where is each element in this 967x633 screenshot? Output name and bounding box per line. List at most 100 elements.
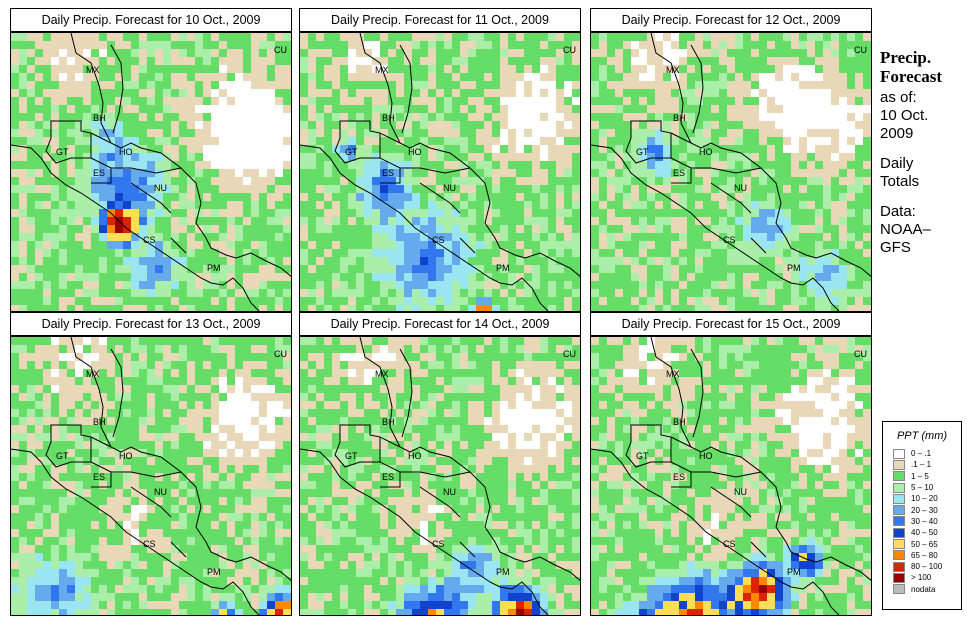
precip-cell [516,137,524,145]
precip-cell [227,137,235,145]
precip-cell [11,177,19,185]
precip-cell [35,401,43,409]
precip-cell [75,353,83,361]
precip-cell [11,89,19,97]
precip-cell [235,57,243,65]
precip-cell [436,225,444,233]
precip-cell [99,465,107,473]
precip-cell [59,577,67,585]
precip-cell [580,57,581,65]
precip-cell [492,33,500,41]
precip-cell [340,177,348,185]
precip-cell [639,65,647,73]
precip-cell [524,169,532,177]
precip-cell [871,145,872,153]
precip-cell [51,73,59,81]
precip-cell [179,465,187,473]
precip-cell [107,129,115,137]
precip-cell [275,57,283,65]
precip-cell [291,377,292,385]
precip-cell [35,425,43,433]
precip-cell [91,137,99,145]
precip-cell [420,249,428,257]
precip-cell [671,273,679,281]
precip-cell [591,49,599,57]
country-label: ES [673,168,685,178]
precip-cell [19,185,27,193]
precip-cell [476,305,484,311]
precip-cell [759,57,767,65]
precip-cell [663,289,671,297]
precip-cell [59,161,67,169]
precip-cell [631,273,639,281]
precip-cell [500,129,508,137]
precip-cell [259,361,267,369]
precip-cell [500,273,508,281]
precip-cell [639,281,647,289]
precip-cell [815,153,823,161]
precip-cell [99,433,107,441]
precip-cell [623,257,631,265]
precip-cell [283,537,291,545]
precip-cell [791,169,799,177]
precip-cell [364,233,372,241]
precip-cell [759,49,767,57]
precip-cell [468,169,476,177]
precip-cell [211,241,219,249]
precip-cell [83,553,91,561]
precip-cell [823,81,831,89]
precip-cell [291,417,292,425]
precip-cell [147,129,155,137]
precip-cell [11,465,19,473]
precip-cell [372,185,380,193]
precip-cell [43,281,51,289]
precip-cell [572,177,580,185]
precip-cell [259,457,267,465]
precip-cell [27,217,35,225]
precip-cell [420,57,428,65]
precip-cell [548,81,556,89]
precip-cell [607,185,615,193]
precip-cell [436,265,444,273]
precip-cell [203,337,211,345]
precip-cell [356,249,364,257]
precip-cell [107,289,115,297]
precip-cell [452,145,460,153]
precip-cell [767,97,775,105]
precip-cell [155,209,163,217]
precip-cell [524,65,532,73]
precip-cell [340,161,348,169]
precip-cell [356,145,364,153]
precip-cell [187,65,195,73]
precip-cell [251,345,259,353]
precip-cell [300,33,308,41]
precip-cell [203,225,211,233]
precip-cell [452,281,460,289]
precip-cell [663,249,671,257]
precip-cell [107,569,115,577]
precip-cell [267,289,275,297]
precip-cell [599,265,607,273]
precip-cell [91,521,99,529]
precip-cell [655,65,663,73]
precip-cell [163,529,171,537]
precip-cell [516,217,524,225]
precip-cell [436,161,444,169]
precip-cell [139,513,147,521]
precip-cell [27,177,35,185]
precip-cell [639,273,647,281]
precip-cell [179,537,187,545]
precip-cell [283,569,291,577]
precip-cell [75,273,83,281]
precip-cell [227,89,235,97]
precip-cell [476,201,484,209]
precip-cell [27,505,35,513]
precip-cell [19,217,27,225]
precip-cell [655,305,663,311]
precip-cell [243,177,251,185]
precip-cell [171,369,179,377]
precip-cell [492,137,500,145]
precip-cell [564,177,572,185]
precip-cell [51,305,59,311]
precip-cell [508,161,516,169]
